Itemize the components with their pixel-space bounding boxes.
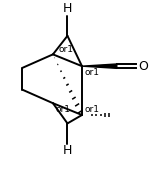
Text: or1: or1 (59, 45, 74, 54)
Text: or1: or1 (85, 105, 100, 114)
Text: or1: or1 (56, 105, 71, 114)
Text: H: H (63, 2, 72, 15)
Polygon shape (82, 64, 117, 68)
Text: O: O (138, 60, 148, 73)
Text: H: H (63, 145, 72, 158)
Text: or1: or1 (85, 68, 100, 77)
